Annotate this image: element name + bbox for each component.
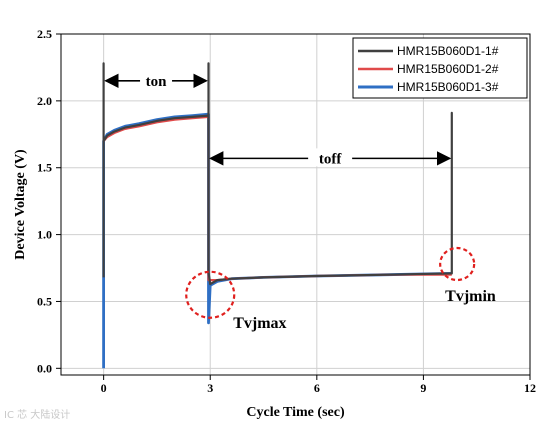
tvjmin-marker [439, 246, 476, 282]
tvjmax-marker [185, 270, 236, 319]
plot-frame [60, 33, 531, 376]
x-tick-label: 6 [314, 381, 320, 395]
annotations: ton toff Tvjmax Tvjmin [104, 70, 496, 332]
y-axis-title: Device Voltage (V) [13, 149, 28, 260]
y-tick-label: 1.5 [37, 161, 52, 175]
legend-label-2: HMR15B060D1-2# [397, 62, 499, 76]
toff-label: toff [319, 151, 342, 167]
y-tick-label: 0.5 [37, 294, 52, 308]
axis-ticks: 0 3 6 9 12 0.0 0.5 1.0 1.5 2.0 2.5 [37, 27, 536, 395]
watermark: IC 芯 大陆设计 [4, 410, 71, 421]
legend-label-3: HMR15B060D1-3# [397, 80, 499, 94]
x-tick-label: 12 [524, 381, 536, 395]
x-tick-label: 3 [207, 381, 213, 395]
y-tick-label: 2.0 [37, 94, 52, 108]
legend-label-1: HMR15B060D1-1# [397, 44, 499, 58]
ton-label: ton [146, 74, 167, 90]
y-tick-label: 2.5 [37, 27, 52, 41]
legend: HMR15B060D1-1# HMR15B060D1-2# HMR15B060D1-… [352, 37, 528, 99]
series-line-1 [102, 62, 453, 286]
y-tick-label: 1.0 [37, 228, 52, 242]
tvjmin-label: Tvjmin [445, 288, 496, 305]
x-tick-label: 0 [101, 381, 107, 395]
series-line-2 [102, 115, 452, 282]
tvjmax-label: Tvjmax [233, 315, 286, 332]
ton-label-bg [140, 70, 173, 89]
x-tick-label: 9 [420, 381, 426, 395]
x-axis-title: Cycle Time (sec) [246, 405, 345, 420]
toff-label-bg [308, 148, 353, 167]
data-series [102, 62, 453, 369]
y-tick-label: 0.0 [37, 361, 52, 375]
